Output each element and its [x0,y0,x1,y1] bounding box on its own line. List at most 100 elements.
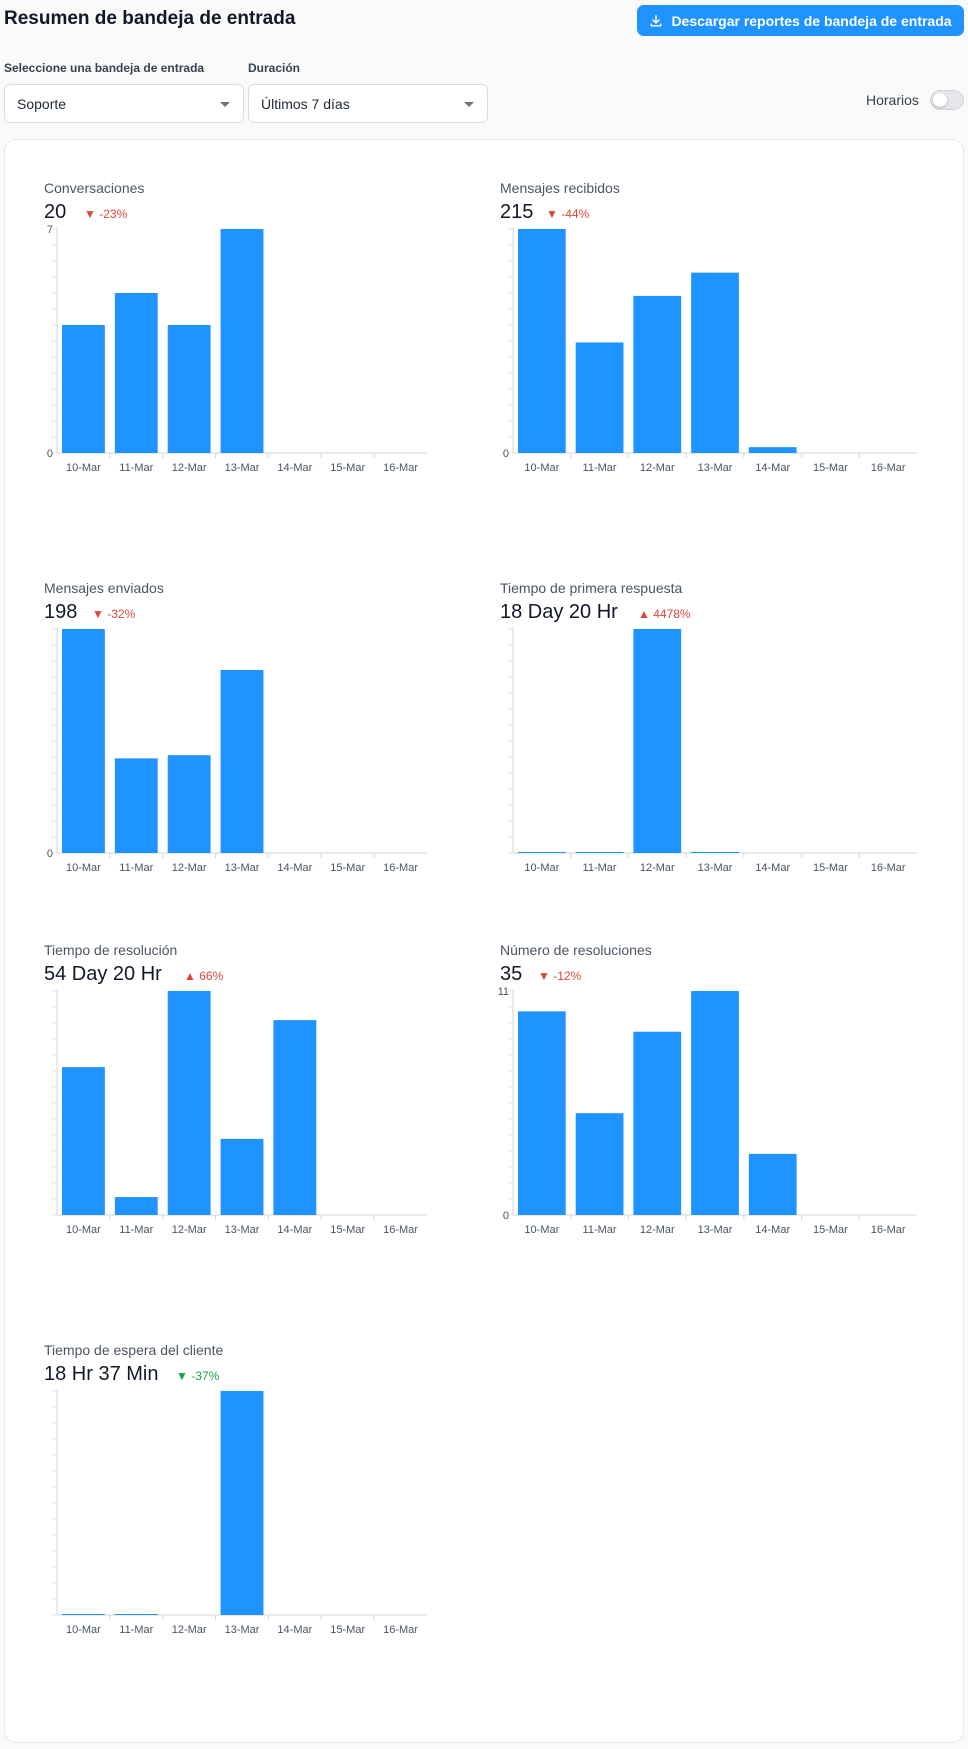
bar [62,629,105,853]
bar [167,755,211,853]
duration-select-value: Últimos 7 días [261,95,350,112]
x-tick-label: 15-Mar [330,462,365,474]
inbox-select[interactable]: Soporte [4,84,244,123]
y-tick-label: 7 [47,224,53,236]
bar [114,758,158,853]
x-tick-label: 13-Mar [225,862,260,874]
x-tick-label: 10-Mar [66,462,101,474]
x-tick-label: 15-Mar [813,862,848,874]
x-tick-label: 11-Mar [119,1624,153,1636]
messages-received-chart: 0 10-Mar 11-Mar 12-Mar 13-Mar 14-Mar 15-Mar 16-… [503,227,917,474]
metric-title: Tiempo de espera del cliente [44,1342,224,1358]
download-reports-button[interactable]: Descargar reportes de bandeja de entrada [637,5,964,36]
x-tick-label: 14-Mar [277,1224,312,1236]
x-tick-label: 16-Mar [871,462,906,474]
bar [575,852,624,853]
metric-value: 215 [500,201,534,223]
x-tick-label: 16-Mar [383,862,418,874]
x-tick-label: 10-Mar [66,1224,101,1236]
bar [575,1113,624,1215]
x-tick-label: 14-Mar [277,462,312,474]
trend-arrow-icon: ▲ [638,607,650,621]
x-tick-label: 15-Mar [813,1224,848,1236]
x-tick-label: 13-Mar [225,1624,260,1636]
x-tick-label: 15-Mar [330,1224,365,1236]
bar [167,991,211,1215]
bar [220,670,264,853]
x-tick-label: 15-Mar [330,1624,365,1636]
bar [633,1031,682,1215]
trend-value: -44% [561,207,590,221]
resolutions-count-chart: 0 11 10-Mar 11-Mar 12-Mar 13-Mar 14-Mar 15-Mar 1… [498,986,917,1236]
chevron-down-icon [464,102,474,107]
duration-select-label: Duración [248,61,301,75]
trend-value: 66% [199,969,224,983]
metric-trend: ▼ -44% [546,207,589,221]
metric-value: 54 Day 20 Hr [44,963,162,985]
trend-arrow-icon: ▼ [538,969,550,983]
metric-trend: ▲ 4478% [638,607,691,621]
x-tick-label: 10-Mar [524,462,559,474]
duration-select[interactable]: Últimos 7 días [248,84,488,123]
x-tick-label: 12-Mar [640,462,675,474]
x-tick-label: 11-Mar [119,462,153,474]
download-icon [650,14,662,27]
metric-title: Tiempo de resolución [44,942,178,958]
metric-trend: ▼ -37% [176,1369,219,1383]
bar [114,293,158,453]
bar [220,229,264,453]
x-tick-label: 16-Mar [383,1224,418,1236]
page-title: Resumen de bandeja de entrada [4,8,296,29]
trend-arrow-icon: ▼ [92,607,104,621]
bar [633,629,682,853]
x-tick-label: 16-Mar [383,1624,418,1636]
customer-wait-time-chart: 10-Mar 11-Mar 12-Mar 13-Mar 14-Mar 15-Mar 16-M… [52,1389,427,1636]
x-tick-label: 10-Mar [66,862,101,874]
x-tick-label: 10-Mar [524,862,559,874]
x-tick-label: 15-Mar [813,462,848,474]
bar [62,325,105,453]
bar [518,852,566,853]
metric-value: 18 Day 20 Hr [500,601,618,623]
metric-title: Conversaciones [44,180,145,196]
y-tick-label: 0 [47,448,53,460]
x-tick-label: 15-Mar [330,862,365,874]
bar [220,1391,264,1615]
metric-trend: ▼ -23% [84,207,127,221]
x-tick-label: 13-Mar [698,862,733,874]
bar [575,342,624,453]
x-tick-label: 13-Mar [698,1224,733,1236]
x-tick-label: 14-Mar [277,862,312,874]
bar [691,272,739,453]
x-tick-label: 14-Mar [277,1624,312,1636]
inbox-select-value: Soporte [17,95,67,112]
business-hours-label: Horarios [866,92,919,108]
metric-value: 20 [44,201,67,223]
x-tick-label: 12-Mar [172,462,207,474]
messages-sent-chart: 0 10-Mar 11-Mar 12-Mar 13-Mar 14-Mar 15-Mar 16-… [47,627,427,874]
x-tick-label: 16-Mar [871,862,906,874]
x-tick-label: 13-Mar [225,1224,260,1236]
x-tick-label: 14-Mar [755,862,790,874]
bar [273,1020,317,1215]
x-tick-label: 11-Mar [583,862,617,874]
trend-arrow-icon: ▼ [84,207,96,221]
x-tick-label: 16-Mar [871,1224,906,1236]
trend-value: -37% [191,1369,220,1383]
bar [518,1011,566,1215]
x-tick-label: 12-Mar [172,1624,207,1636]
bar [633,295,682,453]
bar [62,1067,105,1215]
first-response-time-chart: 10-Mar 11-Mar 12-Mar 13-Mar 14-Mar 15-Mar 16-M… [508,627,917,874]
x-tick-label: 11-Mar [119,1224,153,1236]
metric-trend: ▼ -12% [538,969,581,983]
trend-value: -12% [553,969,582,983]
trend-arrow-icon: ▲ [184,969,196,983]
business-hours-toggle[interactable] [930,90,964,110]
download-button-label: Descargar reportes de bandeja de entrada [671,12,952,29]
metric-trend: ▼ -32% [92,607,135,621]
metric-value: 18 Hr 37 Min [44,1363,159,1385]
x-tick-label: 12-Mar [640,862,675,874]
bar [518,229,566,453]
y-tick-label: 0 [503,1210,509,1222]
